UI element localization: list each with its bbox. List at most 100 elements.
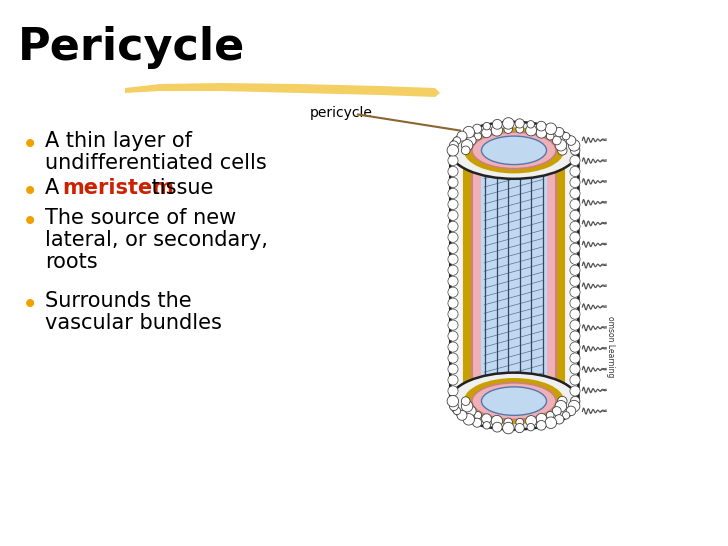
Circle shape [448,353,458,363]
Ellipse shape [450,122,578,179]
Text: •: • [22,208,39,236]
Text: •: • [22,178,39,206]
Circle shape [570,375,580,385]
Circle shape [448,276,458,286]
Circle shape [570,199,580,210]
Circle shape [457,411,467,420]
Circle shape [502,422,514,434]
Polygon shape [450,150,578,401]
Circle shape [448,156,458,165]
Circle shape [570,276,580,286]
Circle shape [569,140,580,151]
Circle shape [527,121,534,128]
Circle shape [555,127,564,137]
Polygon shape [465,150,563,401]
Circle shape [448,375,458,385]
Text: vascular bundles: vascular bundles [45,313,222,333]
Circle shape [570,221,580,232]
Circle shape [516,418,523,426]
Circle shape [448,232,458,242]
Circle shape [482,128,491,138]
Ellipse shape [450,373,578,430]
Circle shape [448,364,458,374]
Circle shape [462,146,470,155]
Circle shape [448,210,458,221]
Text: Pericycle: Pericycle [18,26,245,69]
Text: tissue: tissue [145,178,213,198]
Circle shape [527,423,534,431]
Text: pericycle: pericycle [310,106,373,120]
Circle shape [515,424,524,432]
Text: undifferentiated cells: undifferentiated cells [45,153,266,173]
Ellipse shape [481,387,547,416]
Circle shape [570,298,580,308]
Circle shape [492,120,502,129]
Circle shape [570,177,580,187]
Circle shape [448,167,458,176]
Circle shape [483,422,491,429]
Text: A thin layer of: A thin layer of [45,131,192,151]
Circle shape [536,127,547,138]
Circle shape [569,400,580,412]
Circle shape [462,140,472,151]
Circle shape [570,156,580,165]
Circle shape [553,136,561,145]
Circle shape [492,422,502,432]
Circle shape [472,124,482,133]
Circle shape [491,124,502,136]
Circle shape [570,364,580,374]
Circle shape [448,177,458,187]
Circle shape [502,117,514,129]
Circle shape [467,406,476,416]
Text: omson Learning: omson Learning [606,316,614,377]
Ellipse shape [465,379,563,423]
Circle shape [448,221,458,232]
Text: meristem: meristem [62,178,174,198]
Circle shape [570,188,580,199]
Circle shape [562,132,570,140]
Circle shape [447,395,459,407]
Circle shape [449,141,459,150]
Polygon shape [125,83,440,97]
Circle shape [472,418,482,428]
Circle shape [448,309,458,319]
Ellipse shape [472,383,556,419]
Circle shape [570,232,580,242]
Text: •: • [22,291,39,319]
Circle shape [546,132,554,140]
Text: roots: roots [45,252,98,272]
Circle shape [448,298,458,308]
Circle shape [570,265,580,275]
Circle shape [515,119,524,128]
Text: Surrounds the: Surrounds the [45,291,191,311]
Circle shape [570,309,580,319]
Circle shape [483,122,491,130]
Circle shape [474,133,482,140]
Circle shape [570,167,580,176]
Circle shape [545,417,557,429]
Circle shape [566,136,576,145]
Circle shape [454,407,461,414]
Circle shape [482,414,491,424]
Polygon shape [481,150,547,401]
Circle shape [448,320,458,330]
Circle shape [462,401,472,412]
Circle shape [570,353,580,363]
Circle shape [454,137,461,144]
Circle shape [448,254,458,264]
Circle shape [526,416,537,426]
Ellipse shape [465,129,563,172]
Circle shape [448,199,458,210]
Circle shape [570,287,580,297]
Circle shape [448,342,458,352]
Circle shape [562,412,570,419]
Circle shape [537,420,546,430]
Circle shape [504,125,513,133]
Circle shape [448,386,458,396]
Circle shape [447,145,459,156]
Circle shape [570,331,580,341]
Circle shape [546,412,554,419]
Circle shape [553,407,561,416]
Circle shape [516,125,523,133]
Circle shape [571,146,580,155]
